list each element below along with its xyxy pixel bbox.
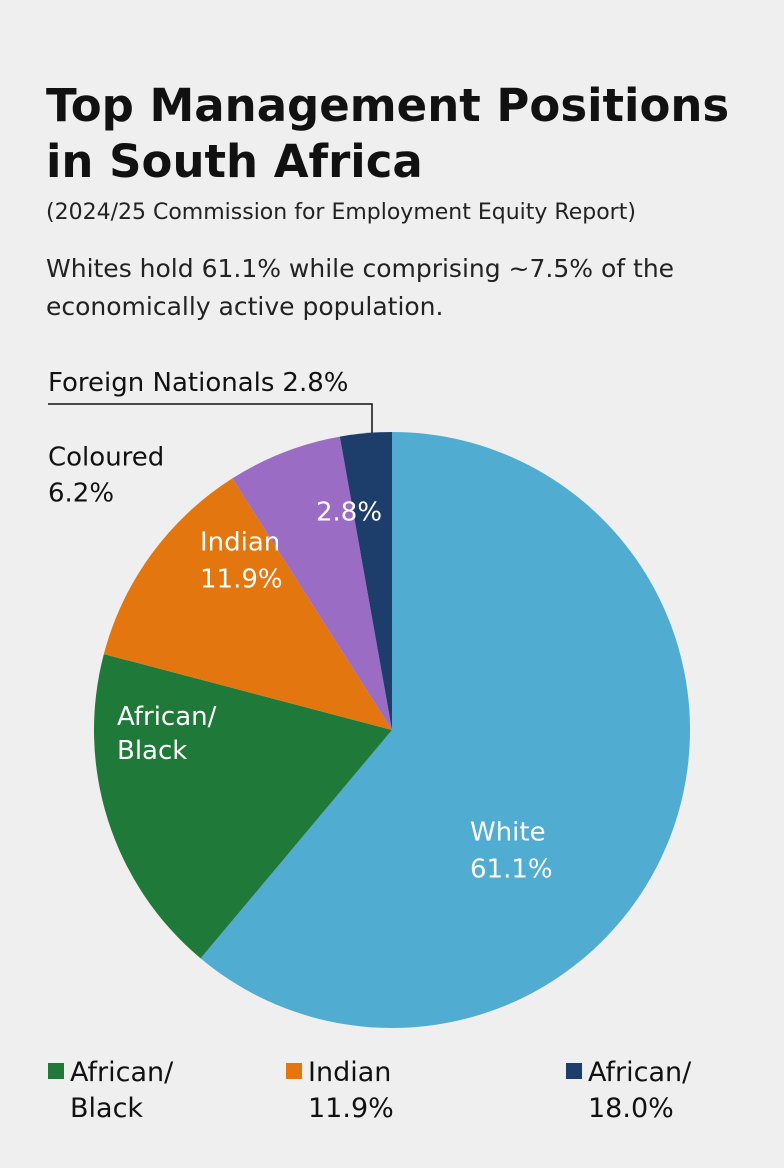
legend-swatch xyxy=(48,1063,64,1079)
legend-label: Indian 11.9% xyxy=(308,1057,394,1124)
pie-slice xyxy=(200,432,690,1029)
slice-category: Foreign Nationals xyxy=(48,368,274,398)
chart-title: Top Management Positions in South Africa xyxy=(46,79,730,188)
slice-value-label: 6.2% xyxy=(48,479,114,509)
slice-value-label: 61.1% xyxy=(470,855,553,885)
annotation: 2.8% xyxy=(316,498,382,528)
chart-note: Whites hold 61.1% while comprising ~7.5%… xyxy=(46,254,675,321)
legend-swatch xyxy=(286,1063,302,1079)
slice-label: Foreign Nationals 2.8% xyxy=(48,368,348,398)
slice-category: White xyxy=(470,818,546,848)
slice-category: African/Black xyxy=(117,702,217,766)
pie-slice xyxy=(339,432,392,730)
pie-slice xyxy=(93,654,393,959)
slice-value-label: 2.8% xyxy=(282,368,348,398)
slice-category: Coloured xyxy=(48,443,164,473)
pie-slice xyxy=(103,478,392,730)
slice-category: Indian xyxy=(200,528,280,558)
slice-value-label: 11.9% xyxy=(200,565,283,595)
legend-label: African/18.0% xyxy=(588,1057,692,1124)
pie-slice xyxy=(232,436,392,730)
legend-swatch xyxy=(566,1063,582,1079)
chart-subtitle: (2024/25 Commission for Employment Equit… xyxy=(46,200,636,225)
legend-label: African/Black xyxy=(70,1057,174,1124)
leader-line xyxy=(48,403,373,434)
